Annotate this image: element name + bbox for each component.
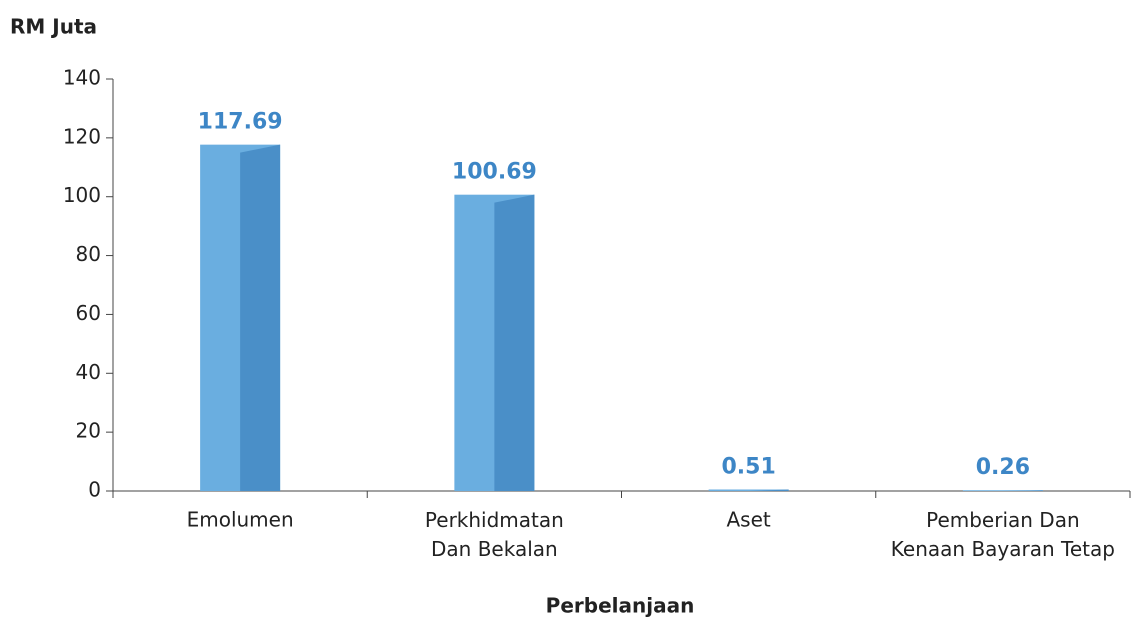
y-tick-label: 40 (76, 360, 101, 384)
y-tick-label: 60 (76, 301, 101, 325)
bar-shade (1002, 490, 1043, 491)
y-tick-label: 0 (88, 478, 101, 502)
value-label: 0.51 (721, 454, 775, 479)
y-tick-label: 20 (76, 419, 101, 443)
value-label: 100.69 (452, 160, 537, 185)
bar (962, 490, 1043, 491)
value-label: 117.69 (198, 110, 283, 135)
x-tick-label: Emolumen (187, 508, 294, 532)
y-tick-label: 120 (63, 124, 101, 148)
y-tick-label: 100 (63, 183, 101, 207)
x-tick-label: Perkhidmatan Dan Bekalan (425, 508, 564, 561)
bar-shade (748, 489, 789, 491)
x-axis-title: Perbelanjaan (546, 594, 695, 618)
y-tick-label: 80 (76, 242, 101, 266)
x-tick-label: Aset (727, 508, 771, 532)
bar-shade (494, 194, 535, 491)
x-tick-label: Pemberian Dan Kenaan Bayaran Tetap (891, 508, 1115, 561)
value-label: 0.26 (976, 455, 1030, 480)
bar-shade (240, 144, 281, 491)
y-tick-label: 140 (63, 66, 101, 90)
bar (708, 489, 789, 491)
y-axis-title: RM Juta (10, 15, 97, 39)
